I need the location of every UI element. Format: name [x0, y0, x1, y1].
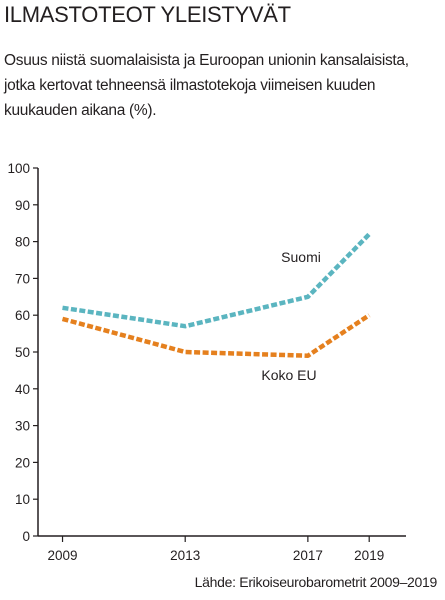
y-tick-label: 0: [22, 529, 30, 544]
series-line-suomi: [62, 232, 371, 329]
chart-subtitle: Osuus niistä suomalaisista ja Euroopan u…: [4, 52, 409, 119]
series-label-suomi: Suomi: [281, 249, 321, 265]
series-labels: Suomi Koko EU: [261, 249, 320, 383]
x-tick-label: 2017: [293, 548, 323, 563]
source-note: Lähde: Erikoiseurobarometrit 2009–2019: [194, 574, 438, 590]
x-axis-ticks: 2009 2013 2017 2019: [48, 536, 384, 563]
y-tick-label: 70: [15, 271, 30, 286]
y-tick-label: 30: [15, 419, 30, 434]
series-line-koko-eu: [61, 313, 371, 358]
y-tick-label: 20: [15, 455, 30, 470]
y-tick-label: 10: [15, 492, 30, 507]
series-lines: [61, 232, 371, 358]
y-tick-label: 40: [15, 382, 30, 397]
y-axis-ticks: 0 10 20 30 40 50 60 70 80 90 100: [7, 161, 38, 544]
y-tick-label: 90: [15, 198, 30, 213]
y-tick-label: 100: [7, 161, 30, 176]
series-label-koko-eu: Koko EU: [261, 367, 316, 383]
x-tick-label: 2013: [170, 548, 200, 563]
y-tick-label: 80: [15, 235, 30, 250]
y-tick-label: 60: [15, 308, 30, 323]
x-tick-label: 2019: [354, 548, 384, 563]
y-tick-label: 50: [15, 345, 30, 360]
x-tick-label: 2009: [48, 548, 78, 563]
chart-title: ILMASTOTEOT YLEISTYVÄT: [4, 2, 291, 27]
